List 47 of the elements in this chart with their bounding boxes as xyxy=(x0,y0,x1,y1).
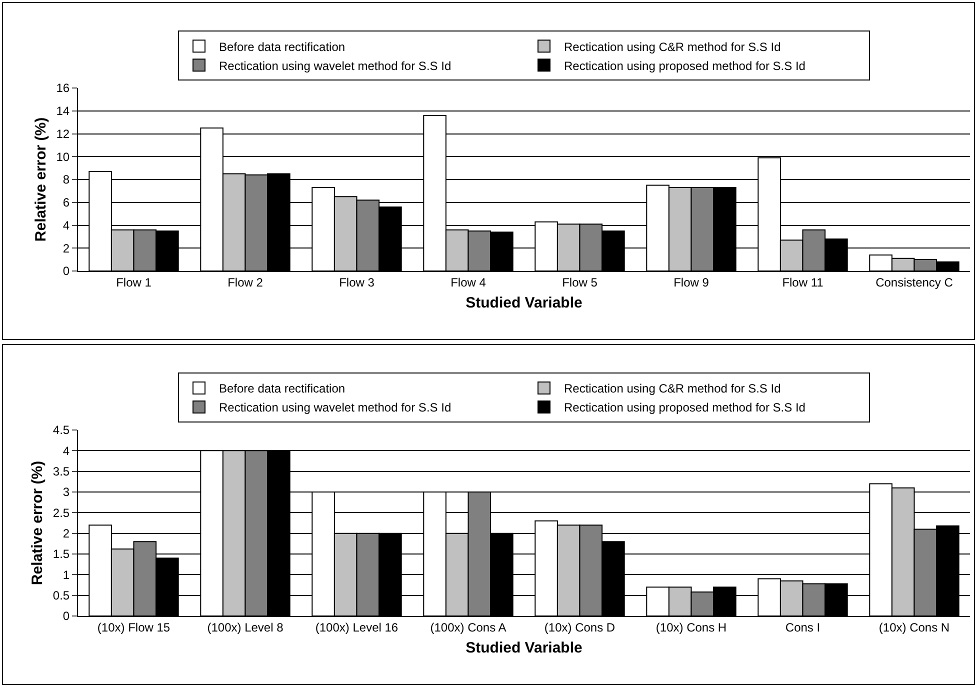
y-tick-label: 3.5 xyxy=(52,464,70,479)
y-tick-label: 8 xyxy=(62,172,70,187)
x-tick-label: Flow 2 xyxy=(228,275,264,290)
y-tick-label: 6 xyxy=(62,196,70,210)
y-tick-label: 1.5 xyxy=(52,547,70,562)
y-tick-label: 0.5 xyxy=(52,588,70,603)
y-tick-label: 3 xyxy=(62,485,70,500)
legend-label: Rectication using proposed method for S.S Id xyxy=(564,400,806,415)
legend-label: Before data rectification xyxy=(219,40,346,54)
x-tick-label: (10x) Cons H xyxy=(656,620,727,634)
x-tick-label: Flow 3 xyxy=(339,275,375,290)
y-tick-label: 10 xyxy=(56,150,70,164)
x-tick-label: Flow 9 xyxy=(674,275,710,290)
legend-label: Rectication using C&R method for S.S Id xyxy=(564,40,781,54)
x-axis-title: Studied Variable xyxy=(466,294,582,312)
x-tick-label: (10x) Cons N xyxy=(878,620,950,634)
x-tick-label: Flow 11 xyxy=(782,275,824,290)
x-tick-label: (100x) Cons A xyxy=(430,620,506,634)
legend-label: Rectication using C&R method for S.S Id xyxy=(564,382,781,396)
x-tick-label: Cons I xyxy=(785,620,820,634)
legend-label: Rectication using wavelet method for S.S Id xyxy=(219,58,452,73)
y-axis-title: Relative error (%) xyxy=(32,117,50,242)
x-tick-label: (10x) Cons D xyxy=(544,620,616,634)
y-axis-title: Relative error (%) xyxy=(29,460,46,586)
y-tick-label: 2 xyxy=(62,241,70,256)
legend-label: Rectication using proposed method for S.S Id xyxy=(564,58,806,73)
y-tick-label: 14 xyxy=(56,104,70,118)
x-tick-label: Flow 5 xyxy=(562,275,598,290)
y-tick-label: 1 xyxy=(62,568,70,582)
x-tick-label: (100x) Level 8 xyxy=(207,620,284,634)
y-tick-label: 4 xyxy=(62,218,70,232)
y-tick-label: 4.5 xyxy=(52,423,70,438)
y-tick-label: 12 xyxy=(56,126,70,141)
y-tick-label: 2.5 xyxy=(52,506,70,520)
x-tick-label: (100x) Level 16 xyxy=(315,620,398,634)
y-tick-label: 2 xyxy=(62,526,70,541)
legend-label: Before data rectification xyxy=(219,382,346,396)
x-tick-label: Flow 4 xyxy=(450,275,486,290)
y-tick-label: 0 xyxy=(62,264,70,278)
legend-label: Rectication using wavelet method for S.S Id xyxy=(219,400,452,415)
y-tick-label: 16 xyxy=(56,81,70,96)
x-tick-label: Flow 1 xyxy=(116,275,152,290)
y-tick-label: 4 xyxy=(62,444,70,458)
x-tick-label: Consistency C xyxy=(876,275,954,290)
x-tick-label: (10x) Flow 15 xyxy=(97,620,170,634)
x-axis-title: Studied Variable xyxy=(466,639,582,656)
y-tick-label: 0 xyxy=(62,609,70,624)
